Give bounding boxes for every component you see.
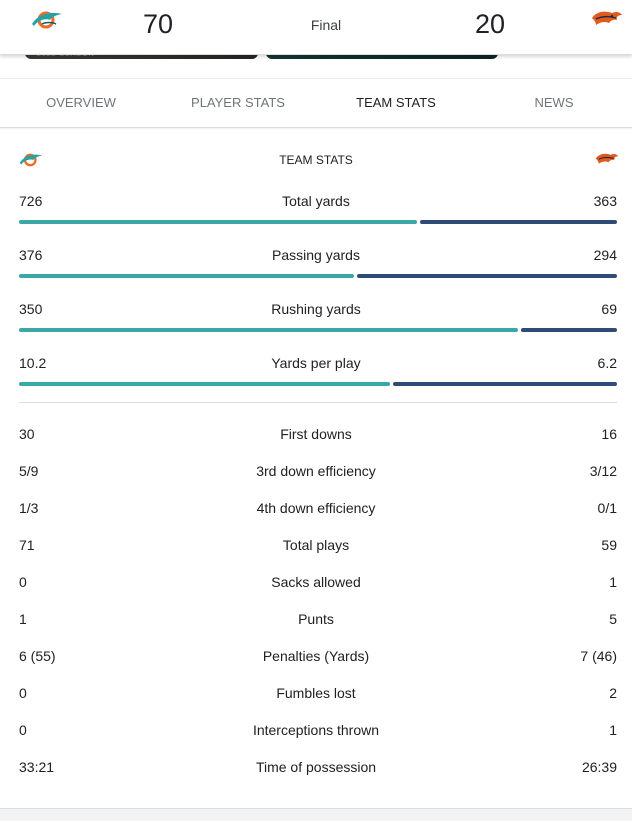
stat-row-fourth-down: 1/3 4th down efficiency 0/1 [0,500,632,520]
stat-label: 4th down efficiency [256,500,376,516]
stat-row-fumbles-lost: 0 Fumbles lost 2 [0,685,632,705]
home-bar [19,328,518,332]
home-value: 30 [19,426,35,442]
tab-news[interactable]: NEWS [534,95,574,110]
home-value: 1 [19,611,27,627]
game-status: Final [310,17,342,33]
away-bar [420,220,617,224]
stat-label: 3rd down efficiency [256,463,376,479]
home-value: 10.2 [19,355,47,371]
home-value: 0 [19,685,27,701]
bronco-logo-icon[interactable] [590,8,624,37]
stats-header: TEAM STATS [0,146,632,174]
stat-label: Rushing yards [271,301,361,317]
home-value: 0 [19,574,27,590]
stat-label: Penalties (Yards) [262,648,370,664]
stat-row-penalties: 6 (55) Penalties (Yards) 7 (46) [0,648,632,668]
away-value: 3/12 [589,463,617,479]
dolphin-logo-icon [18,151,44,174]
stat-label: Total plays [282,537,350,553]
away-bar [393,382,617,386]
away-value: 7 (46) [580,648,617,664]
away-value: 16 [601,426,617,442]
dolphin-logo-icon[interactable] [30,8,64,37]
stat-row-first-downs: 30 First downs 16 [0,426,632,446]
away-score: 20 [475,9,506,39]
stat-label: Time of possession [255,759,377,775]
stats-title: TEAM STATS [279,153,353,167]
divider [19,402,617,403]
away-value: 2 [609,685,617,701]
home-value: 5/9 [19,463,39,479]
home-value: 0 [19,722,27,738]
home-bar [19,274,354,278]
tab-shadow [0,126,632,130]
home-value: 376 [19,247,43,263]
score-header: 70 Final 20 [0,0,632,55]
away-value: 26:39 [581,759,617,775]
stat-row-punts: 1 Punts 5 [0,611,632,631]
stat-label: Interceptions thrown [252,722,380,738]
stat-row-third-down: 5/9 3rd down efficiency 3/12 [0,463,632,483]
home-value: 350 [19,301,43,317]
stat-label: Yards per play [271,355,361,371]
home-value: 1/3 [19,500,39,516]
stat-row-passing-yards: 376 Passing yards 294 [0,247,632,287]
bottom-band [0,808,632,821]
away-bar [357,274,617,278]
stat-label: Passing yards [272,247,360,263]
stat-row-yards-per-play: 10.2 Yards per play 6.2 [0,355,632,395]
home-bar [19,382,390,386]
stat-label: Total yards [282,193,350,209]
stat-label: Punts [298,611,334,627]
stat-label: Fumbles lost [276,685,356,701]
stat-row-time-of-possession: 33:21 Time of possession 26:39 [0,759,632,779]
away-bar [521,328,617,332]
stat-label: Sacks allowed [271,574,361,590]
stat-row-total-plays: 71 Total plays 59 [0,537,632,557]
tab-bar: OVERVIEW PLAYER STATS TEAM STATS NEWS [0,78,632,128]
tab-player-stats[interactable]: PLAYER STATS [191,95,285,110]
away-value: 59 [601,537,617,553]
away-value: 294 [593,247,617,263]
tab-overview[interactable]: OVERVIEW [46,95,116,110]
away-value: 5 [609,611,617,627]
stat-row-sacks-allowed: 0 Sacks allowed 1 [0,574,632,594]
stat-label: First downs [280,426,352,442]
tab-team-stats[interactable]: TEAM STATS [356,95,436,110]
home-value: 71 [19,537,35,553]
away-value: 0/1 [597,500,617,516]
home-bar [19,220,417,224]
away-value: 363 [593,193,617,209]
home-value: 33:21 [19,759,55,775]
stat-row-rushing-yards: 350 Rushing yards 69 [0,301,632,341]
away-value: 1 [609,574,617,590]
away-value: 69 [601,301,617,317]
away-value: 1 [609,722,617,738]
home-value: 6 (55) [19,648,56,664]
stat-row-interceptions: 0 Interceptions thrown 1 [0,722,632,742]
stat-row-total-yards: 726 Total yards 363 [0,193,632,233]
home-score: 70 [143,9,174,39]
bronco-logo-icon [594,151,620,174]
home-value: 726 [19,193,43,209]
away-value: 6.2 [597,355,617,371]
